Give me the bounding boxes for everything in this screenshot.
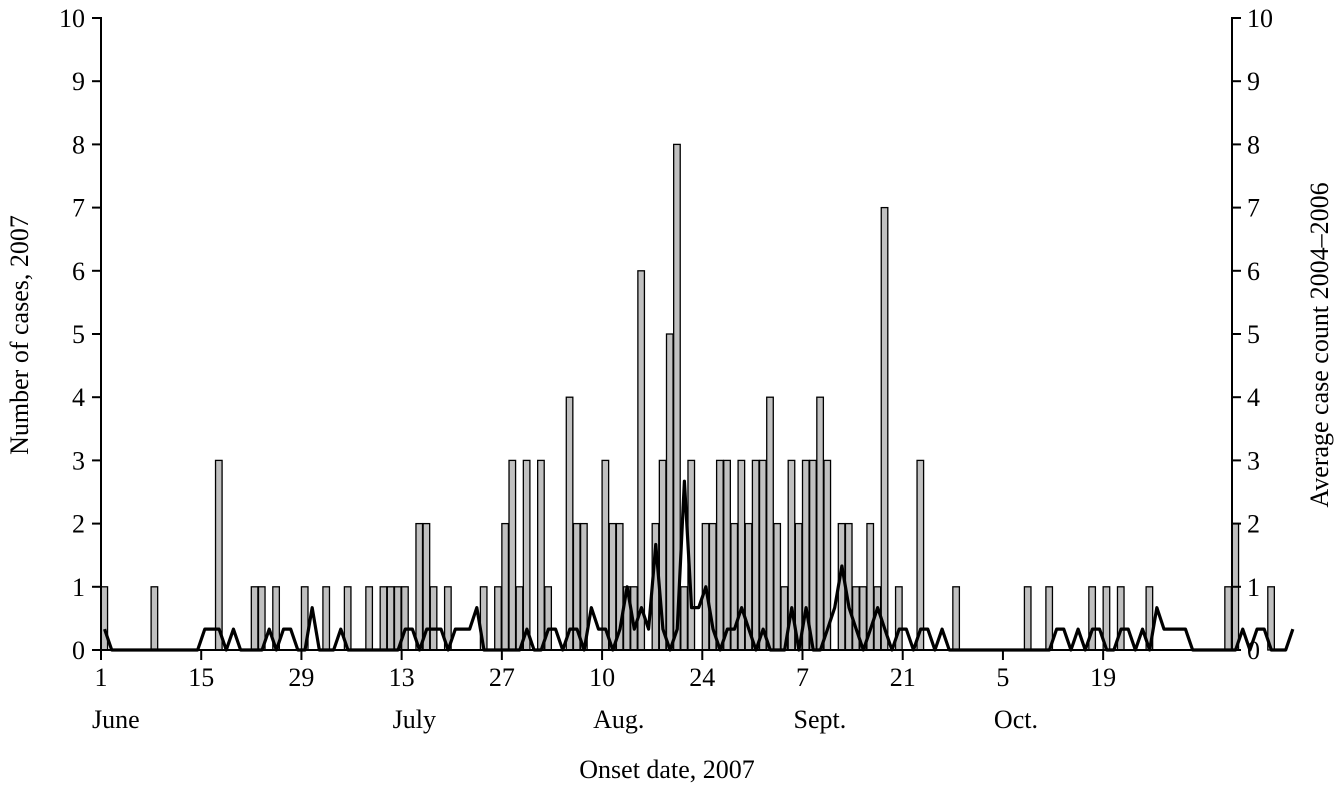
- x-tick-label: 7: [796, 663, 809, 692]
- x-axis-title: Onset date, 2007: [579, 755, 754, 784]
- average-line: [103, 479, 1295, 652]
- bar: [1224, 586, 1233, 651]
- y-tick-label-left: 3: [72, 446, 85, 475]
- bar-series: [100, 143, 1276, 651]
- bar: [880, 206, 889, 651]
- bar: [952, 586, 961, 651]
- bar: [501, 522, 510, 651]
- average-line-series: [103, 479, 1295, 652]
- x-tick-label: 29: [288, 663, 314, 692]
- bar: [758, 459, 767, 651]
- x-tick-label: 27: [489, 663, 515, 692]
- bar: [429, 586, 438, 651]
- bar: [637, 270, 646, 651]
- x-tick-label: 19: [1090, 663, 1116, 692]
- bar: [730, 522, 739, 651]
- bar: [150, 586, 159, 651]
- bar: [508, 459, 517, 651]
- y-tick-label-right: 10: [1247, 4, 1273, 33]
- y-tick-label-right: 1: [1247, 573, 1260, 602]
- y-tick-label-right: 2: [1247, 510, 1260, 539]
- bar: [386, 586, 395, 651]
- bar: [601, 459, 610, 651]
- y-axis-title-left: Number of cases, 2007: [5, 215, 34, 455]
- y-tick-label-right: 9: [1247, 67, 1260, 96]
- bar: [816, 396, 825, 651]
- x-tick-label: 5: [996, 663, 1009, 692]
- y-tick-label-right: 5: [1247, 320, 1260, 349]
- bar: [522, 459, 531, 651]
- y-tick-label-right: 8: [1247, 130, 1260, 159]
- y-tick-label-left: 7: [72, 194, 85, 223]
- bar: [916, 459, 925, 651]
- y-axis-title-right: Average case count 2004–2006: [1305, 182, 1334, 507]
- y-tick-label-left: 6: [72, 257, 85, 286]
- y-tick-label-right: 6: [1247, 257, 1260, 286]
- bar: [680, 586, 689, 651]
- bar: [608, 522, 617, 651]
- bar: [214, 459, 223, 651]
- x-tick-label: 15: [188, 663, 214, 692]
- x-month-label: July: [393, 705, 436, 734]
- x-tick-label: 21: [890, 663, 916, 692]
- x-tick-label: 13: [389, 663, 415, 692]
- y-tick-label-right: 0: [1247, 636, 1260, 665]
- bar: [250, 586, 259, 651]
- bar: [723, 459, 731, 651]
- x-month-label: June: [92, 705, 140, 734]
- y-tick-label-left: 2: [72, 510, 85, 539]
- y-tick-label-right: 3: [1247, 446, 1260, 475]
- y-tick-label-left: 8: [72, 130, 85, 159]
- bar: [365, 586, 374, 651]
- bar: [766, 396, 774, 651]
- bar: [809, 459, 817, 651]
- x-tick-label: 1: [95, 663, 108, 692]
- y-tick-label-left: 5: [72, 320, 85, 349]
- bar: [665, 333, 674, 651]
- bar: [773, 522, 782, 651]
- y-tick-label-left: 4: [72, 383, 85, 412]
- bar: [1023, 586, 1032, 651]
- y-tick-label-left: 1: [72, 573, 85, 602]
- bar: [415, 522, 424, 651]
- bar: [379, 586, 388, 651]
- bar: [751, 459, 760, 651]
- x-month-label: Sept.: [794, 705, 847, 734]
- x-month-label: Oct.: [994, 705, 1038, 734]
- y-tick-label-left: 0: [72, 636, 85, 665]
- y-tick-label-left: 9: [72, 67, 85, 96]
- bar: [737, 459, 746, 651]
- bar: [322, 586, 331, 651]
- x-month-label: Aug.: [593, 705, 644, 734]
- bar: [537, 459, 545, 651]
- bar: [494, 586, 502, 651]
- y-tick-label-left: 10: [59, 4, 85, 33]
- bar: [715, 459, 724, 651]
- bar: [565, 396, 574, 651]
- x-tick-label: 24: [689, 663, 715, 692]
- y-tick-label-right: 4: [1247, 383, 1260, 412]
- y-tick-label-right: 7: [1247, 194, 1260, 223]
- x-tick-label: 10: [589, 663, 615, 692]
